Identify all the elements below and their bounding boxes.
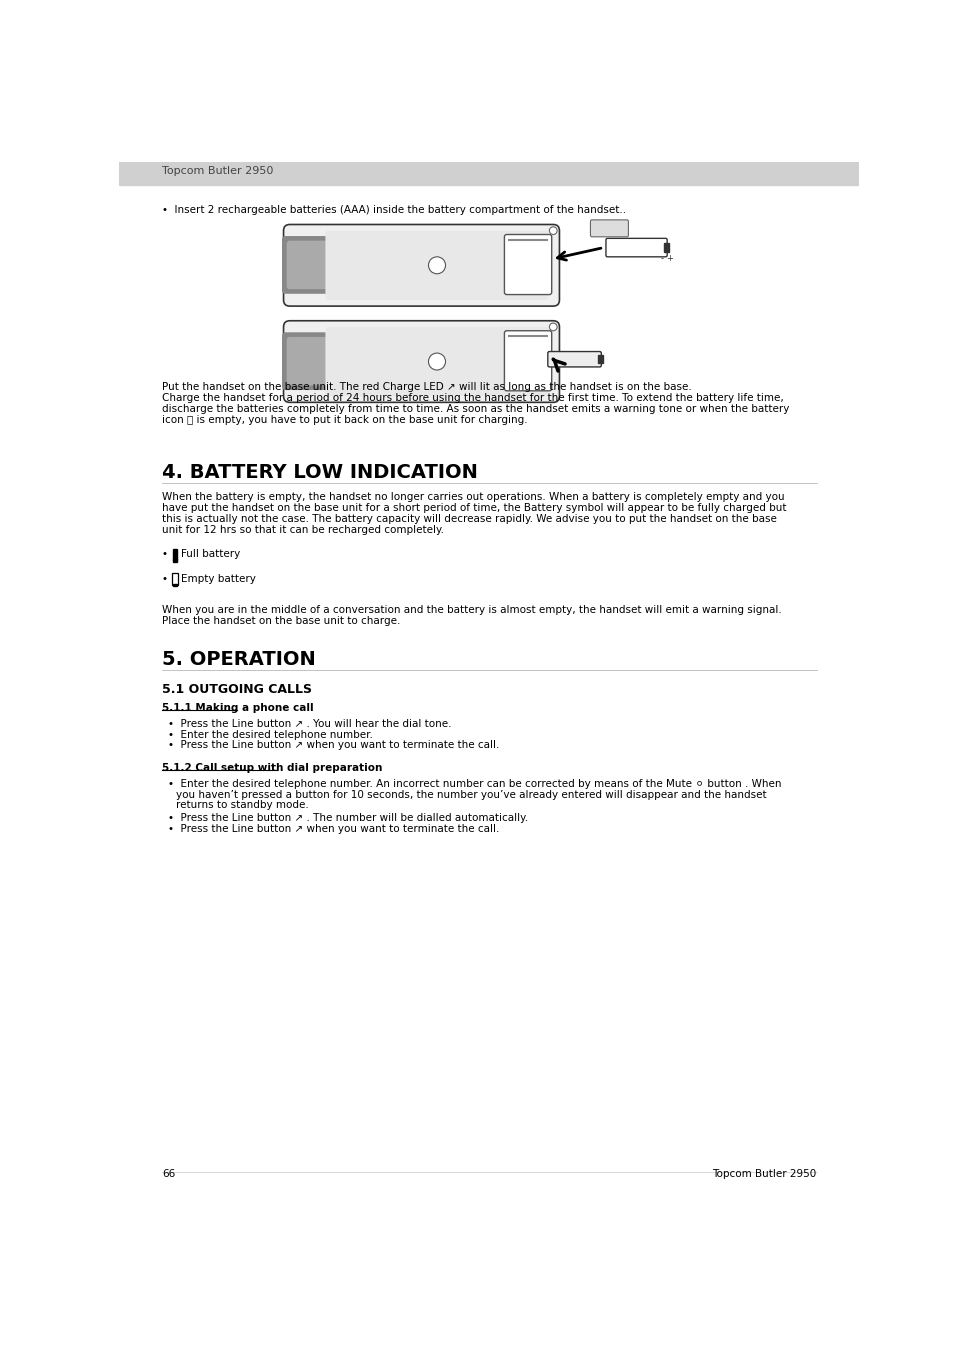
Text: +: + [666, 254, 673, 262]
Text: •: • [162, 550, 168, 559]
FancyBboxPatch shape [504, 331, 551, 390]
Text: •  Enter the desired telephone number.: • Enter the desired telephone number. [168, 730, 373, 739]
Bar [598, 355, 602, 363]
FancyBboxPatch shape [547, 351, 600, 367]
Text: discharge the batteries completely from time to time. As soon as the handset emi: discharge the batteries completely from … [162, 404, 788, 413]
Text: Topcom Butler 2950: Topcom Butler 2950 [712, 1169, 816, 1179]
Text: Topcom Butler 2950: Topcom Butler 2950 [162, 166, 273, 176]
Text: •: • [162, 574, 168, 584]
Text: •  Press the Line button ↗ when you want to terminate the call.: • Press the Line button ↗ when you want … [168, 824, 499, 834]
Bar [172, 573, 178, 585]
Text: you haven’t pressed a button for 10 seconds, the number you’ve already entered w: you haven’t pressed a button for 10 seco… [175, 790, 765, 800]
Text: Empty battery: Empty battery [181, 574, 255, 584]
Text: 5.1.2 Call setup with dial preparation: 5.1.2 Call setup with dial preparation [162, 763, 382, 774]
Text: Place the handset on the base unit to charge.: Place the handset on the base unit to ch… [162, 616, 400, 626]
Text: 4. BATTERY LOW INDICATION: 4. BATTERY LOW INDICATION [162, 463, 477, 482]
Circle shape [549, 323, 557, 331]
Bar [173, 584, 176, 586]
Text: unit for 12 hrs so that it can be recharged completely.: unit for 12 hrs so that it can be rechar… [162, 524, 443, 535]
FancyBboxPatch shape [283, 320, 558, 403]
FancyBboxPatch shape [605, 238, 666, 257]
Circle shape [549, 227, 557, 235]
Bar [663, 243, 669, 253]
Text: •  Press the Line button ↗ . The number will be dialled automatically.: • Press the Line button ↗ . The number w… [168, 813, 528, 823]
Text: -: - [659, 254, 662, 262]
Text: •  Insert 2 rechargeable batteries (AAA) inside the battery compartment of the h: • Insert 2 rechargeable batteries (AAA) … [162, 205, 625, 215]
Text: 66: 66 [162, 1169, 175, 1179]
Text: have put the handset on the base unit for a short period of time, the Battery sy: have put the handset on the base unit fo… [162, 503, 785, 513]
Text: When you are in the middle of a conversation and the battery is almost empty, th: When you are in the middle of a conversa… [162, 605, 781, 615]
Text: Charge the handset for a period of 24 hours before using the handset for the fir: Charge the handset for a period of 24 ho… [162, 393, 782, 403]
FancyBboxPatch shape [286, 336, 335, 385]
Bar [173, 559, 176, 562]
FancyBboxPatch shape [283, 224, 558, 307]
Text: 5.1 OUTGOING CALLS: 5.1 OUTGOING CALLS [162, 684, 312, 696]
FancyBboxPatch shape [282, 236, 335, 293]
Text: returns to standby mode.: returns to standby mode. [175, 800, 308, 811]
Text: icon Ⓑ is empty, you have to put it back on the base unit for charging.: icon Ⓑ is empty, you have to put it back… [162, 415, 527, 424]
Bar [172, 549, 177, 561]
Text: When the battery is empty, the handset no longer carries out operations. When a : When the battery is empty, the handset n… [162, 493, 783, 503]
Circle shape [428, 257, 445, 274]
FancyBboxPatch shape [325, 327, 548, 396]
Bar [119, 162, 858, 185]
Text: 5. OPERATION: 5. OPERATION [162, 650, 315, 669]
Text: •  Enter the desired telephone number. An incorrect number can be corrected by m: • Enter the desired telephone number. An… [168, 780, 781, 789]
Text: Put the handset on the base unit. The red Charge LED ↗ will lit as long as the h: Put the handset on the base unit. The re… [162, 382, 691, 392]
Text: •  Press the Line button ↗ . You will hear the dial tone.: • Press the Line button ↗ . You will hea… [168, 719, 451, 728]
FancyBboxPatch shape [504, 235, 551, 295]
Circle shape [428, 353, 445, 370]
FancyBboxPatch shape [282, 332, 335, 390]
Text: •  Press the Line button ↗ when you want to terminate the call.: • Press the Line button ↗ when you want … [168, 740, 499, 750]
Text: Full battery: Full battery [181, 550, 240, 559]
Text: this is actually not the case. The battery capacity will decrease rapidly. We ad: this is actually not the case. The batte… [162, 513, 776, 524]
FancyBboxPatch shape [590, 220, 628, 236]
Text: 5.1.1 Making a phone call: 5.1.1 Making a phone call [162, 704, 314, 713]
FancyBboxPatch shape [325, 231, 548, 300]
FancyBboxPatch shape [286, 240, 335, 289]
